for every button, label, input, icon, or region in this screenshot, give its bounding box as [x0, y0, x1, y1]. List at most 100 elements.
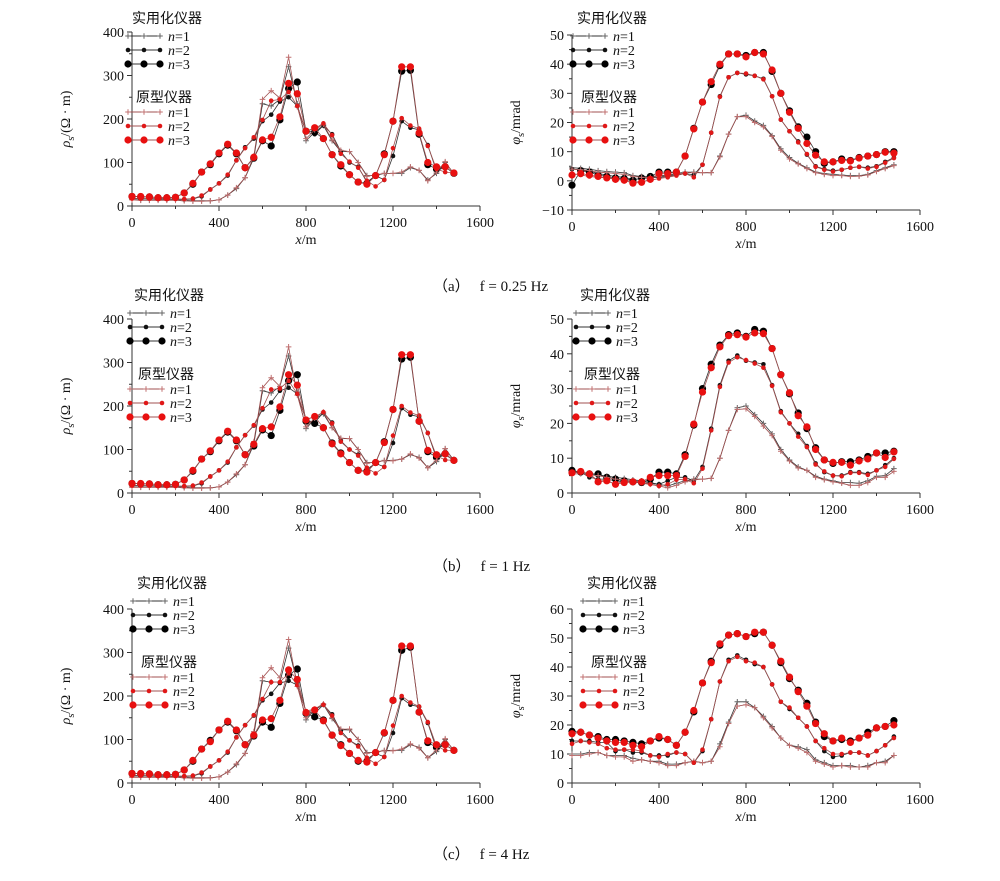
data-point [225, 459, 230, 464]
data-point [595, 741, 601, 747]
data-point [795, 465, 801, 471]
data-point [778, 147, 784, 154]
data-point [425, 464, 431, 471]
y-tick-label: −10 [542, 204, 564, 219]
legend-marker [602, 123, 608, 129]
data-point [199, 770, 204, 775]
x-tick-label: 800 [736, 793, 757, 808]
legend-marker [127, 400, 133, 406]
data-point [242, 722, 248, 728]
data-point [656, 176, 662, 181]
data-point [864, 152, 872, 160]
data-point [726, 74, 731, 80]
data-point [691, 480, 697, 486]
data-point [777, 657, 785, 665]
data-point [268, 112, 274, 117]
series-prototype-n3 [568, 628, 898, 751]
legend-marker [612, 612, 618, 618]
data-point [630, 173, 636, 180]
data-point [321, 121, 326, 126]
data-point [735, 354, 740, 360]
legend-marker [569, 136, 577, 144]
data-point [154, 194, 162, 202]
data-point [682, 751, 688, 757]
data-point [751, 119, 758, 126]
series-prototype-n1 [129, 54, 457, 205]
data-point [803, 139, 811, 148]
data-point [856, 750, 862, 755]
legend-label: n=3 [173, 699, 195, 714]
data-point [390, 433, 396, 438]
legend-marker [130, 688, 136, 694]
legend-label: n=2 [623, 685, 645, 700]
data-point [232, 149, 240, 157]
y-tick-label: 50 [550, 29, 564, 44]
data-point [268, 98, 274, 104]
data-point [345, 749, 354, 758]
data-point [891, 162, 897, 169]
data-point [874, 164, 879, 170]
data-point [891, 468, 897, 475]
data-point [259, 96, 266, 103]
data-point [700, 162, 705, 168]
data-point [822, 167, 827, 173]
data-point [716, 60, 724, 68]
series-line [571, 631, 894, 748]
data-point [716, 343, 724, 351]
series-line [572, 704, 895, 768]
data-point [328, 151, 336, 159]
data-point [664, 762, 671, 769]
y-axis-label: ρs/(Ω · m) [59, 377, 77, 435]
data-point [137, 192, 145, 201]
data-point [408, 410, 413, 415]
series-line [571, 631, 895, 746]
data-point [399, 403, 405, 409]
data-point [276, 113, 284, 121]
data-point [882, 464, 888, 470]
data-point [441, 741, 449, 749]
legend-label: n=1 [168, 106, 190, 121]
data-point [769, 725, 775, 731]
data-point [822, 745, 827, 751]
data-point [620, 738, 628, 747]
data-point [380, 728, 388, 737]
legend-label: n=2 [613, 120, 635, 135]
legend-marker [602, 47, 608, 53]
series-prototype-n3 [568, 48, 898, 187]
data-point [390, 153, 396, 159]
y-tick-label: 40 [550, 661, 564, 676]
data-point [733, 50, 741, 58]
data-point [813, 462, 818, 467]
data-point [267, 142, 275, 150]
data-point [303, 424, 309, 430]
legend-marker [580, 612, 586, 618]
figure: 0 100 200 300 400 0 400 800 1200 1600 x/m ρs/(Ω · m… [59, 11, 934, 863]
data-point [389, 117, 397, 125]
data-point [364, 173, 370, 180]
data-point [698, 388, 707, 396]
legend-group-title: 原型仪器 [136, 90, 192, 106]
data-point [293, 78, 301, 86]
data-point [190, 773, 196, 778]
data-point [829, 158, 837, 166]
data-point [232, 436, 240, 444]
data-point [163, 194, 171, 202]
data-point [373, 761, 378, 767]
data-point [311, 706, 319, 714]
legend-item-practical-n1: n=1 [573, 307, 638, 322]
data-point [708, 130, 714, 136]
legend-label: n=2 [613, 44, 635, 59]
legend-marker [157, 123, 163, 129]
data-point [406, 642, 414, 650]
x-tick-label: 1600 [466, 216, 494, 231]
legend-marker [589, 386, 595, 392]
x-tick-label: 0 [569, 793, 576, 808]
data-point [389, 696, 397, 704]
data-point [354, 756, 362, 764]
data-point [743, 658, 749, 664]
data-point [838, 734, 846, 742]
data-point [207, 774, 214, 781]
legend-marker [588, 413, 596, 421]
